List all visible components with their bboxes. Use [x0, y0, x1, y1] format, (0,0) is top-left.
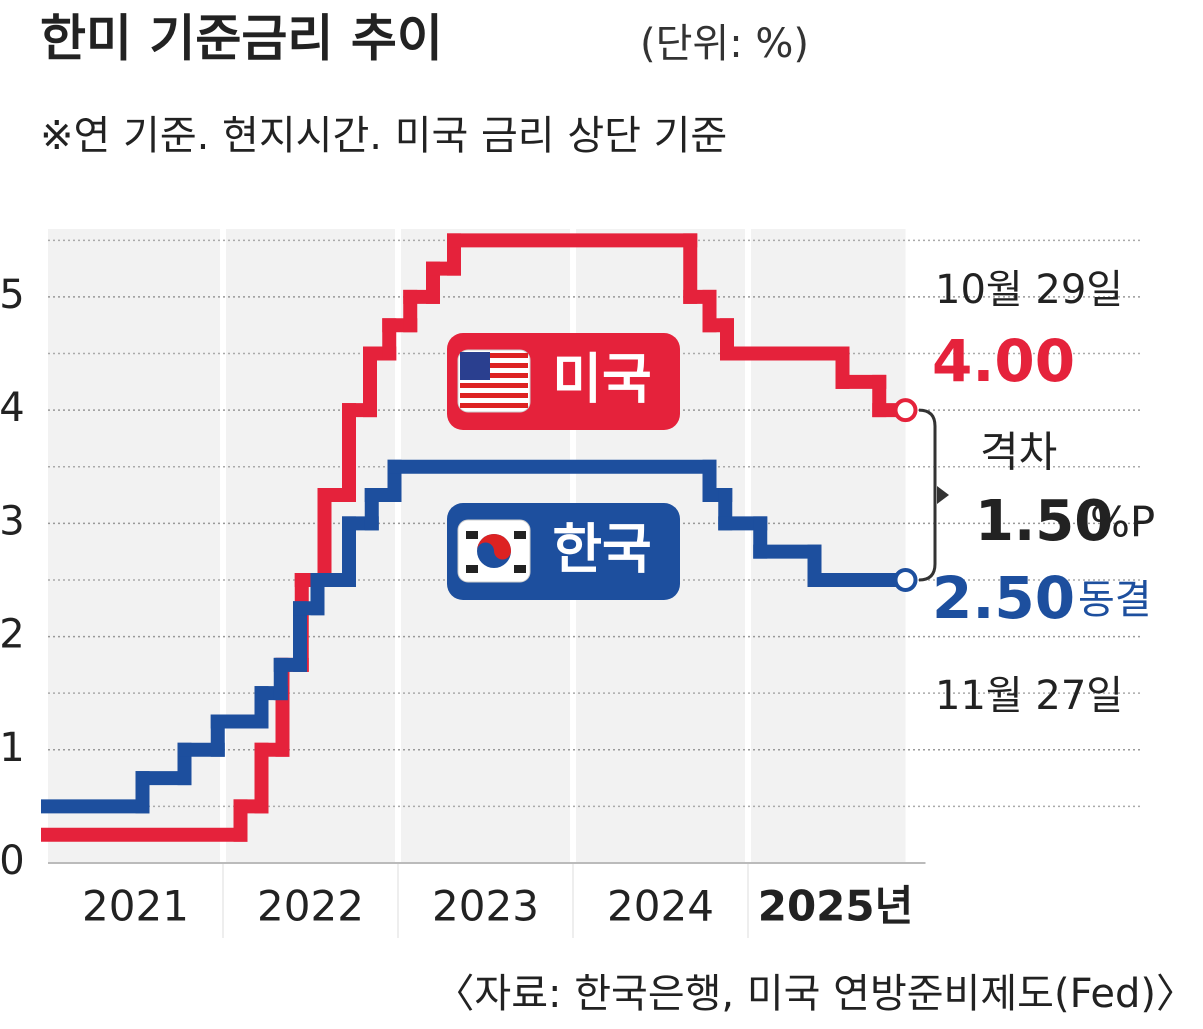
flag-trigram [514, 565, 526, 573]
x-tick-label: 2024 [607, 882, 714, 931]
flag-canton [460, 352, 490, 380]
gap-value: 1.50 [975, 489, 1113, 554]
end-point [893, 567, 918, 592]
chart-title: 한미 기준금리 추이 [40, 10, 443, 68]
flag-stripe [460, 363, 528, 368]
flag-trigram [514, 531, 526, 539]
legend-label: 미국 [552, 348, 651, 411]
flag-taeguk-red [477, 534, 511, 560]
end-point [893, 398, 918, 423]
source: 〈자료: 한국은행, 미국 연방준비제도(Fed)〉 [434, 971, 1196, 1017]
unit-note: (단위: %) [640, 21, 809, 67]
flag-trigram [466, 565, 478, 573]
y-tick-label: 0 [0, 838, 25, 884]
flag-stripe [460, 393, 528, 398]
legend-label: 한국 [552, 518, 651, 581]
flag-stripe [460, 353, 528, 358]
x-tick-label: 2022 [257, 882, 364, 931]
y-tick-label: 5 [0, 272, 25, 318]
flag-trigram [466, 531, 478, 539]
x-tick-label: 2021 [82, 882, 189, 931]
y-tick-label: 2 [0, 612, 25, 658]
date-label: 10월 29일 [935, 267, 1123, 313]
y-tick-label: 1 [0, 725, 25, 771]
end-value-label: 2.50 [932, 564, 1075, 632]
subtitle: ※연 기준. 현지시간. 미국 금리 상단 기준 [40, 113, 727, 159]
x-tick-label: 2025년 [758, 882, 914, 931]
gap-label: 격차 [980, 428, 1057, 477]
flag-stripe [460, 383, 528, 388]
end-value-label: 4.00 [932, 327, 1075, 395]
note-label: 동결 [1078, 577, 1152, 623]
flag-stripe [460, 403, 528, 408]
x-tick-label: 2023 [432, 882, 539, 931]
flag-stripe [460, 373, 528, 378]
y-tick-label: 3 [0, 498, 25, 544]
date-label: 11월 27일 [935, 673, 1123, 719]
gap-arrow [937, 486, 949, 505]
gap-unit: %P [1090, 498, 1155, 547]
y-tick-label: 4 [0, 385, 25, 431]
gap-bracket [918, 408, 937, 582]
